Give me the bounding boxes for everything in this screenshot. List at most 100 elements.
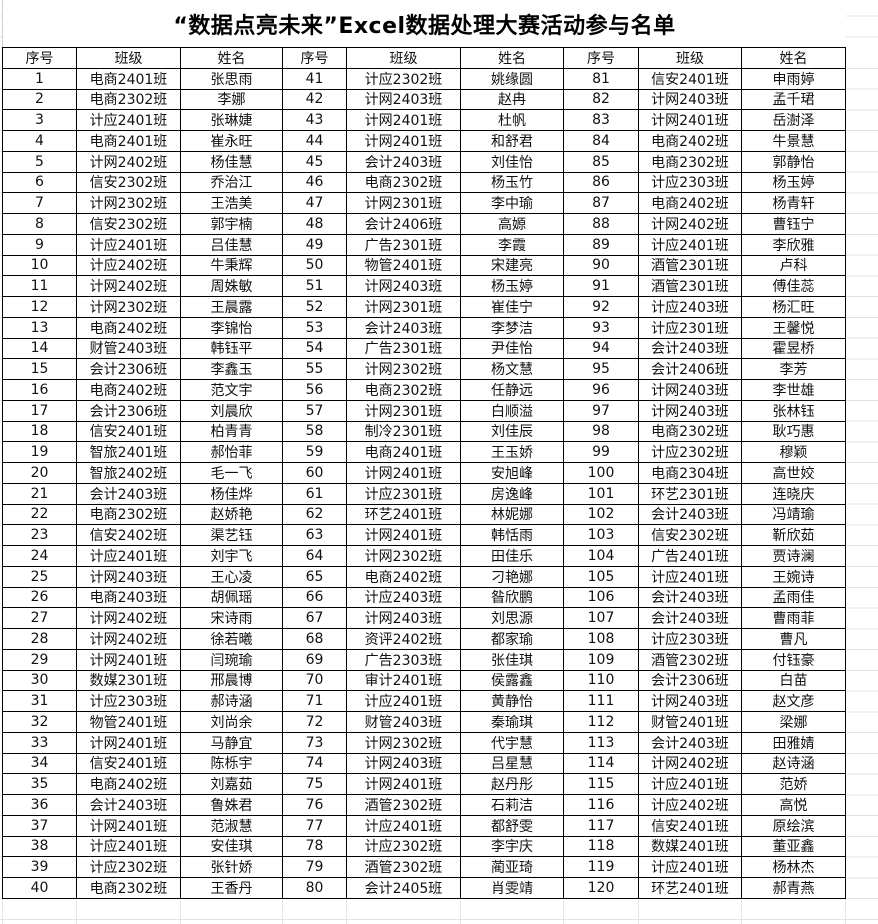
number-cell[interactable]: 84 <box>564 131 639 152</box>
name-cell[interactable]: 白苗 <box>742 670 846 692</box>
column-header-number[interactable]: 序号 <box>3 48 77 69</box>
number-cell[interactable]: 37 <box>3 815 77 837</box>
name-cell[interactable]: 范淑慧 <box>181 815 283 837</box>
number-cell[interactable]: 97 <box>564 400 639 422</box>
number-cell[interactable]: 98 <box>564 421 639 443</box>
name-cell[interactable]: 贾诗澜 <box>742 546 846 567</box>
name-cell[interactable]: 傅佳蕊 <box>742 276 846 297</box>
class-cell[interactable]: 会计2406班 <box>639 359 742 380</box>
name-cell[interactable]: 曹雨菲 <box>742 608 846 629</box>
name-cell[interactable]: 郝怡菲 <box>181 442 283 463</box>
class-cell[interactable]: 环艺2401班 <box>347 504 461 526</box>
class-cell[interactable]: 电商2302班 <box>347 380 461 401</box>
number-cell[interactable]: 59 <box>283 442 347 463</box>
name-cell[interactable]: 林妮娜 <box>461 504 564 526</box>
name-cell[interactable]: 安佳琪 <box>181 836 283 858</box>
name-cell[interactable]: 石莉洁 <box>461 795 564 816</box>
class-cell[interactable]: 计应2301班 <box>347 483 461 505</box>
number-cell[interactable]: 14 <box>3 338 77 360</box>
name-cell[interactable]: 张林钰 <box>742 400 846 422</box>
class-cell[interactable]: 电商2302班 <box>77 878 181 899</box>
name-cell[interactable]: 范娇 <box>742 774 846 795</box>
name-cell[interactable]: 高嫄 <box>461 214 564 235</box>
number-cell[interactable]: 66 <box>283 587 347 609</box>
number-cell[interactable]: 48 <box>283 214 347 235</box>
class-cell[interactable]: 计应2302班 <box>347 68 461 90</box>
name-cell[interactable]: 姚缘圆 <box>461 68 564 90</box>
name-cell[interactable]: 李梦洁 <box>461 317 564 339</box>
number-cell[interactable]: 5 <box>3 151 77 173</box>
name-cell[interactable]: 张针娇 <box>181 857 283 878</box>
class-cell[interactable]: 电商2401班 <box>77 68 181 90</box>
class-cell[interactable]: 计应2302班 <box>77 857 181 878</box>
number-cell[interactable]: 56 <box>283 380 347 401</box>
name-cell[interactable]: 王婉诗 <box>742 566 846 588</box>
class-cell[interactable]: 计应2301班 <box>639 317 742 339</box>
class-cell[interactable]: 物管2401班 <box>347 255 461 277</box>
class-cell[interactable]: 计应2302班 <box>639 442 742 463</box>
number-cell[interactable]: 23 <box>3 525 77 546</box>
class-cell[interactable]: 酒管2302班 <box>347 857 461 878</box>
number-cell[interactable]: 24 <box>3 546 77 567</box>
name-cell[interactable]: 杨佳慧 <box>181 151 283 173</box>
name-cell[interactable]: 付钰豪 <box>742 649 846 671</box>
column-header-class[interactable]: 班级 <box>77 48 181 69</box>
class-cell[interactable]: 计网2401班 <box>347 774 461 795</box>
name-cell[interactable]: 杨佳烨 <box>181 483 283 505</box>
class-cell[interactable]: 环艺2301班 <box>639 483 742 505</box>
class-cell[interactable]: 计网2402班 <box>639 753 742 775</box>
class-cell[interactable]: 会计2306班 <box>639 670 742 692</box>
name-cell[interactable]: 刁艳娜 <box>461 566 564 588</box>
name-cell[interactable]: 黄静怡 <box>461 691 564 712</box>
number-cell[interactable]: 79 <box>283 857 347 878</box>
name-cell[interactable]: 杨文慧 <box>461 359 564 380</box>
class-cell[interactable]: 计应2401班 <box>77 234 181 256</box>
name-cell[interactable]: 霍昱桥 <box>742 338 846 360</box>
number-cell[interactable]: 95 <box>564 359 639 380</box>
number-cell[interactable]: 2 <box>3 89 77 111</box>
name-cell[interactable]: 马静宜 <box>181 732 283 754</box>
number-cell[interactable]: 64 <box>283 546 347 567</box>
class-cell[interactable]: 电商2302班 <box>77 504 181 526</box>
number-cell[interactable]: 41 <box>283 68 347 90</box>
class-cell[interactable]: 计网2302班 <box>347 546 461 567</box>
class-cell[interactable]: 电商2402班 <box>639 131 742 152</box>
name-cell[interactable]: 牛景慧 <box>742 131 846 152</box>
name-cell[interactable]: 都舒雯 <box>461 815 564 837</box>
number-cell[interactable]: 27 <box>3 608 77 629</box>
class-cell[interactable]: 电商2402班 <box>77 774 181 795</box>
name-cell[interactable]: 崔永旺 <box>181 131 283 152</box>
class-cell[interactable]: 财管2403班 <box>77 338 181 360</box>
name-cell[interactable]: 肖雯靖 <box>461 878 564 899</box>
name-cell[interactable]: 房逸峰 <box>461 483 564 505</box>
name-cell[interactable]: 杨林杰 <box>742 857 846 878</box>
class-cell[interactable]: 电商2402班 <box>347 566 461 588</box>
class-cell[interactable]: 计应2401班 <box>639 857 742 878</box>
name-cell[interactable]: 王馨悦 <box>742 317 846 339</box>
number-cell[interactable]: 112 <box>564 712 639 733</box>
number-cell[interactable]: 111 <box>564 691 639 712</box>
class-cell[interactable]: 电商2302班 <box>77 89 181 111</box>
column-header-name[interactable]: 姓名 <box>461 48 564 69</box>
class-cell[interactable]: 信安2402班 <box>77 525 181 546</box>
number-cell[interactable]: 45 <box>283 151 347 173</box>
number-cell[interactable]: 60 <box>283 463 347 484</box>
name-cell[interactable]: 白顺溢 <box>461 400 564 422</box>
name-cell[interactable]: 崔佳宁 <box>461 297 564 318</box>
name-cell[interactable]: 李娜 <box>181 89 283 111</box>
number-cell[interactable]: 50 <box>283 255 347 277</box>
class-cell[interactable]: 环艺2401班 <box>639 878 742 899</box>
class-cell[interactable]: 计网2301班 <box>347 297 461 318</box>
number-cell[interactable]: 26 <box>3 587 77 609</box>
class-cell[interactable]: 信安2401班 <box>77 753 181 775</box>
class-cell[interactable]: 计应2401班 <box>347 815 461 837</box>
column-header-number[interactable]: 序号 <box>283 48 347 69</box>
number-cell[interactable]: 72 <box>283 712 347 733</box>
class-cell[interactable]: 广告2301班 <box>347 234 461 256</box>
name-cell[interactable]: 任静远 <box>461 380 564 401</box>
class-cell[interactable]: 电商2401班 <box>77 131 181 152</box>
number-cell[interactable]: 21 <box>3 483 77 505</box>
number-cell[interactable]: 107 <box>564 608 639 629</box>
number-cell[interactable]: 67 <box>283 608 347 629</box>
name-cell[interactable]: 杨玉婷 <box>742 172 846 194</box>
